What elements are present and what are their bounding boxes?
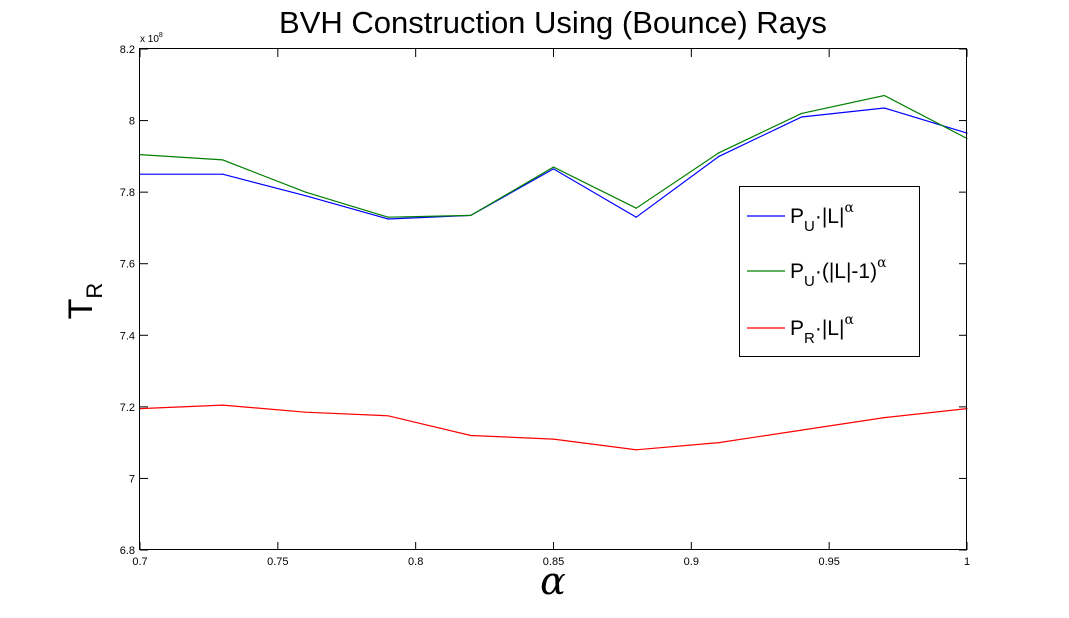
x-tick-label: 0.9 — [684, 556, 699, 568]
chart-title: BVH Construction Using (Bounce) Rays — [279, 5, 827, 40]
y-tick-label: 8.2 — [120, 44, 135, 56]
series-1-point — [552, 168, 555, 170]
series-2-point — [718, 152, 720, 154]
legend-label-2: PU·(|L|-1)α — [790, 255, 887, 290]
y-multiplier: x 108 — [140, 32, 163, 45]
series-1-point — [883, 107, 885, 109]
y-tick-label: 7.6 — [120, 259, 135, 271]
legend: PU·|L|α PU·(|L|-1)α PR·|L|α — [739, 186, 920, 357]
series-2-point — [552, 166, 555, 168]
y-tick-label: 8 — [129, 116, 135, 128]
series-3-point — [222, 404, 224, 406]
series-1-point — [222, 173, 224, 175]
y-tick-label: 7.8 — [120, 187, 135, 199]
series-1-point — [304, 195, 306, 197]
series-2-point — [222, 159, 224, 161]
x-tick-label: 0.7 — [132, 556, 147, 568]
y-tick-label: 7 — [129, 473, 135, 485]
series-3-point — [552, 438, 555, 440]
series-3-point — [304, 411, 306, 413]
y-tick-label: 7.2 — [120, 402, 135, 414]
x-tick-label: 1 — [964, 556, 970, 568]
series-1-point — [387, 218, 389, 220]
series-line-3 — [139, 404, 968, 451]
x-tick-label: 0.85 — [543, 556, 564, 568]
series-1-point — [718, 155, 720, 157]
series-2-point — [883, 94, 885, 97]
series-3-point — [470, 434, 472, 437]
plot-frame — [139, 48, 967, 550]
x-axis-label: α — [540, 559, 566, 603]
series-3-point — [718, 442, 720, 444]
y-axis-label: TR — [62, 283, 107, 320]
legend-label-3: PR·|L|α — [790, 312, 854, 347]
series-1-point — [635, 216, 637, 218]
series-2-point — [304, 191, 306, 193]
legend-label-1: PU·|L|α — [790, 200, 854, 235]
series-2-point — [635, 207, 637, 209]
y-tick-label: 6.8 — [120, 545, 135, 557]
series-2-point — [470, 214, 472, 217]
series-1-point — [801, 116, 803, 118]
series-2-point — [801, 112, 803, 115]
x-tick-label: 0.75 — [267, 556, 288, 568]
series-2-point — [387, 216, 389, 218]
x-tick-label: 0.8 — [408, 556, 423, 568]
series-3-point — [387, 415, 389, 417]
series-3-point — [883, 416, 885, 419]
series-3-point — [635, 449, 637, 451]
y-tick-label: 7.4 — [120, 330, 135, 342]
x-tick-label: 0.95 — [818, 556, 839, 568]
series-3-point — [801, 429, 803, 431]
